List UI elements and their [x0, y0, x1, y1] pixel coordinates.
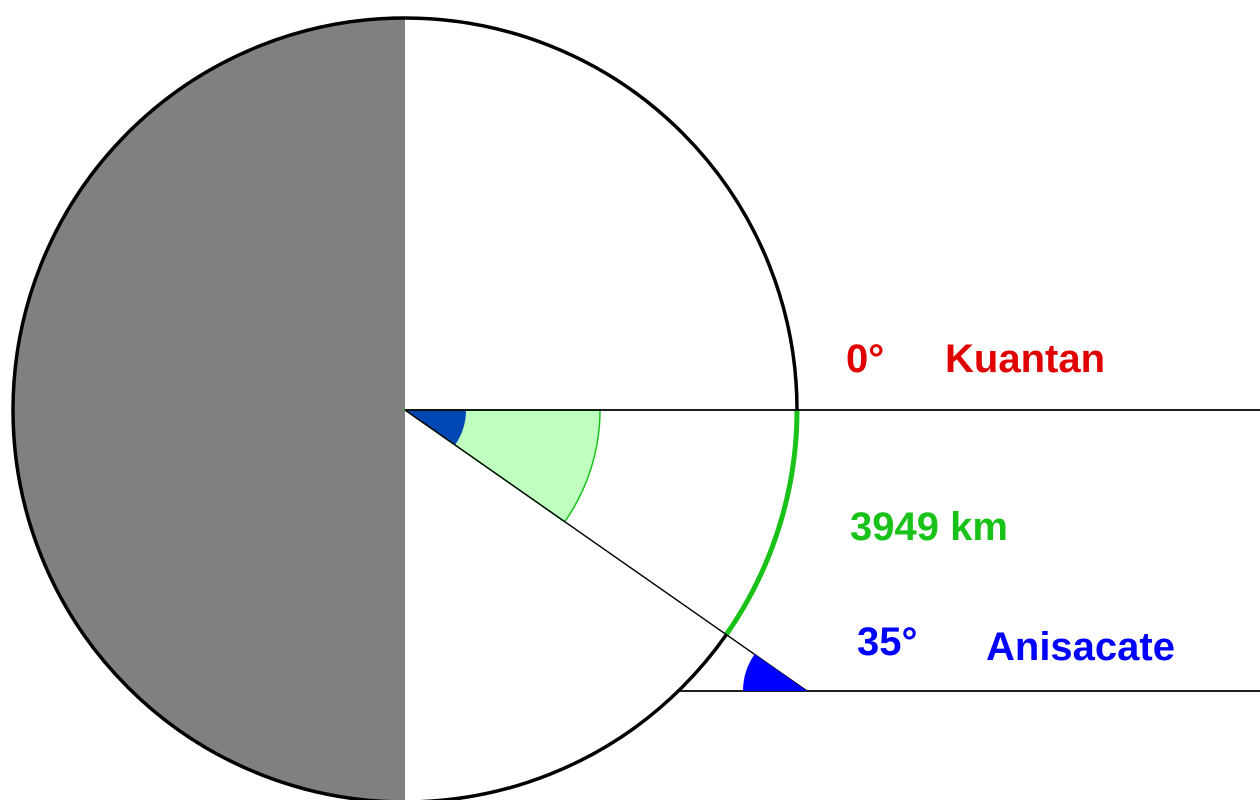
- target-latitude-angle: [743, 654, 807, 691]
- reference-latitude-label: 0°: [846, 337, 884, 381]
- center-latitude-angle: [405, 410, 467, 445]
- target-latitude-label: 35°: [857, 620, 918, 664]
- distance-label: 3949 km: [850, 505, 1008, 549]
- target-place-name: Anisacate: [986, 625, 1175, 669]
- reference-place-name: Kuantan: [945, 337, 1105, 381]
- globe-dark-half: [13, 18, 405, 800]
- surface-distance-arc: [724, 409, 800, 637]
- target-radius-line: [404, 409, 808, 692]
